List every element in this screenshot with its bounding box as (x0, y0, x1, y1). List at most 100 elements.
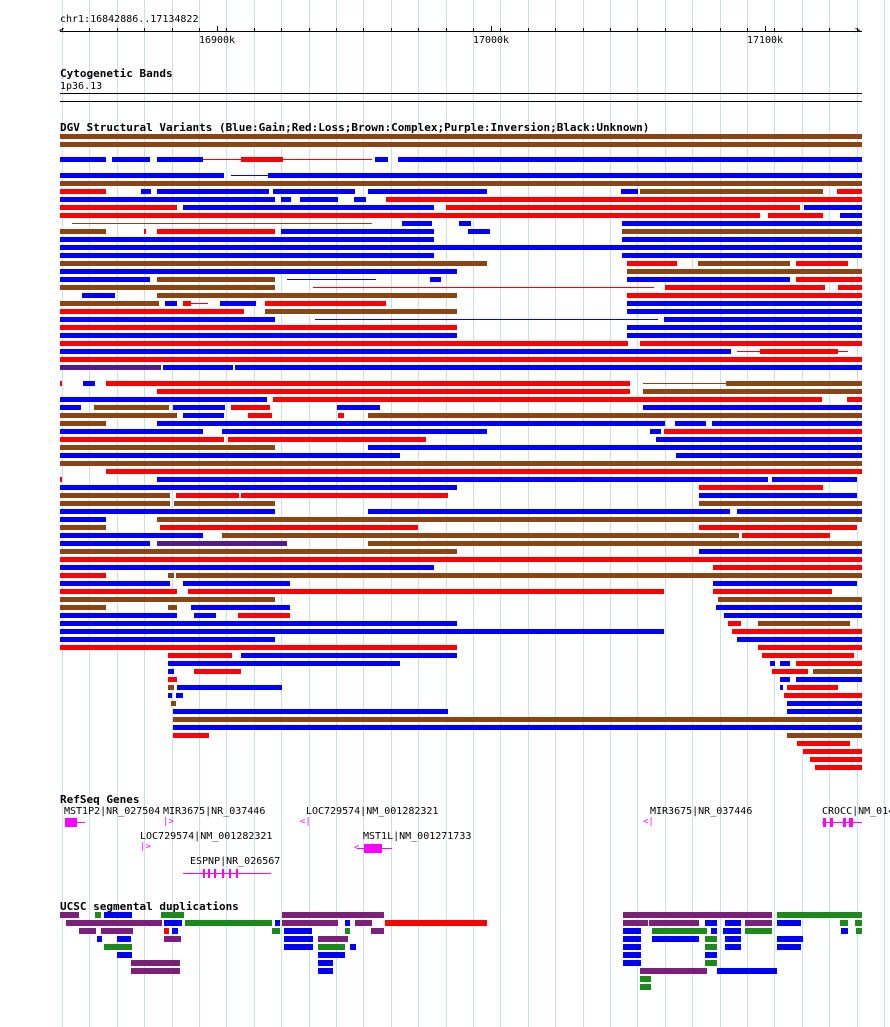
sv-feature[interactable] (141, 189, 151, 194)
segdup-feature[interactable] (318, 944, 345, 950)
sv-feature[interactable] (231, 405, 270, 410)
sv-feature[interactable] (228, 437, 426, 442)
sv-feature[interactable] (368, 413, 862, 418)
segdup-feature[interactable] (318, 936, 348, 942)
segdup-feature[interactable] (371, 928, 384, 934)
sv-feature[interactable] (60, 581, 170, 586)
sv-feature[interactable] (650, 429, 661, 434)
sv-feature[interactable] (643, 405, 862, 410)
sv-feature[interactable] (60, 637, 275, 642)
sv-feature[interactable] (173, 405, 225, 410)
segdup-feature[interactable] (705, 952, 717, 958)
sv-feature[interactable] (368, 509, 730, 514)
sv-feature[interactable] (60, 589, 177, 594)
segdup-feature[interactable] (345, 920, 350, 926)
sv-feature[interactable] (171, 701, 176, 706)
sv-feature[interactable] (60, 597, 275, 602)
sv-feature[interactable] (732, 629, 862, 634)
sv-feature[interactable] (664, 317, 862, 322)
sv-feature[interactable] (60, 621, 457, 626)
sv-feature[interactable] (60, 541, 150, 546)
sv-feature[interactable] (238, 613, 290, 618)
sv-feature[interactable] (157, 277, 275, 282)
segdup-feature[interactable] (855, 920, 862, 926)
sv-feature[interactable] (770, 661, 775, 666)
refseq-track-title[interactable]: RefSeq Genes (60, 793, 140, 806)
sv-feature[interactable] (273, 397, 822, 402)
segdup-feature[interactable] (164, 936, 181, 942)
sv-feature[interactable] (780, 685, 783, 690)
sv-feature[interactable] (60, 325, 457, 330)
sv-feature[interactable] (220, 301, 256, 306)
sv-track-title[interactable]: DGV Structural Variants (Blue:Gain;Red:L… (60, 121, 650, 134)
segdup-feature[interactable] (623, 944, 641, 950)
segdup-feature[interactable] (284, 936, 313, 942)
sv-feature[interactable] (368, 445, 862, 450)
gene-label[interactable]: CROCC|NM_014675 (822, 806, 890, 817)
sv-feature[interactable] (742, 533, 830, 538)
sv-feature[interactable] (676, 453, 862, 458)
sv-feature[interactable] (338, 413, 344, 418)
sv-feature[interactable] (60, 565, 434, 570)
segdup-feature[interactable] (104, 912, 132, 918)
sv-feature[interactable] (60, 509, 275, 514)
sv-feature[interactable] (787, 733, 862, 738)
sv-feature[interactable] (640, 189, 823, 194)
segdup-feature[interactable] (640, 976, 651, 982)
sv-feature[interactable] (60, 629, 664, 634)
sv-feature[interactable] (760, 349, 838, 354)
sv-feature[interactable] (60, 317, 275, 322)
sv-feature[interactable] (699, 525, 857, 530)
sv-feature[interactable] (664, 429, 862, 434)
segdup-feature[interactable] (350, 944, 356, 950)
sv-feature[interactable] (281, 197, 291, 202)
segdup-feature[interactable] (623, 920, 648, 926)
segdup-feature[interactable] (95, 912, 101, 918)
sv-feature[interactable] (60, 357, 862, 362)
sv-feature[interactable] (144, 229, 146, 234)
sv-feature[interactable] (60, 181, 862, 186)
segdup-feature[interactable] (705, 920, 717, 926)
sv-feature[interactable] (176, 693, 183, 698)
sv-feature[interactable] (183, 301, 191, 306)
sv-feature[interactable] (168, 693, 172, 698)
sv-feature[interactable] (168, 573, 174, 578)
sv-feature[interactable] (402, 221, 432, 226)
sv-feature[interactable] (168, 653, 232, 658)
segdup-feature[interactable] (66, 920, 162, 926)
sv-feature[interactable] (60, 333, 457, 338)
coordinate-ruler[interactable]: chr1:16842886..17134822 < > 16900k 17000… (0, 0, 890, 50)
segdup-feature[interactable] (117, 952, 132, 958)
segdup-feature[interactable] (117, 936, 131, 942)
sv-feature[interactable] (168, 661, 400, 666)
sv-feature[interactable] (796, 677, 862, 682)
sv-feature[interactable] (157, 517, 862, 522)
sv-feature[interactable] (627, 325, 862, 330)
sv-feature[interactable] (60, 245, 862, 250)
segdup-feature[interactable] (131, 960, 180, 966)
sv-feature[interactable] (713, 589, 832, 594)
sv-feature[interactable] (60, 142, 862, 147)
segdup-feature[interactable] (705, 936, 717, 942)
sv-feature[interactable] (163, 365, 233, 370)
sv-feature[interactable] (194, 669, 241, 674)
segdup-feature[interactable] (777, 920, 801, 926)
sv-feature[interactable] (60, 277, 150, 282)
sv-feature[interactable] (768, 213, 823, 218)
segdup-feature[interactable] (131, 968, 180, 974)
segdup-feature[interactable] (652, 928, 707, 934)
sv-feature[interactable] (106, 381, 630, 386)
sv-feature[interactable] (622, 229, 862, 234)
segdup-feature[interactable] (717, 968, 777, 974)
segdup-feature[interactable] (649, 920, 699, 926)
sv-feature[interactable] (797, 741, 850, 746)
sv-feature[interactable] (675, 421, 706, 426)
segdup-feature[interactable] (97, 936, 102, 942)
sv-feature[interactable] (60, 493, 170, 498)
sv-feature[interactable] (60, 173, 224, 178)
sv-feature[interactable] (168, 669, 174, 674)
sv-feature[interactable] (803, 749, 862, 754)
sv-feature[interactable] (60, 213, 760, 218)
segdup-feature[interactable] (79, 928, 96, 934)
